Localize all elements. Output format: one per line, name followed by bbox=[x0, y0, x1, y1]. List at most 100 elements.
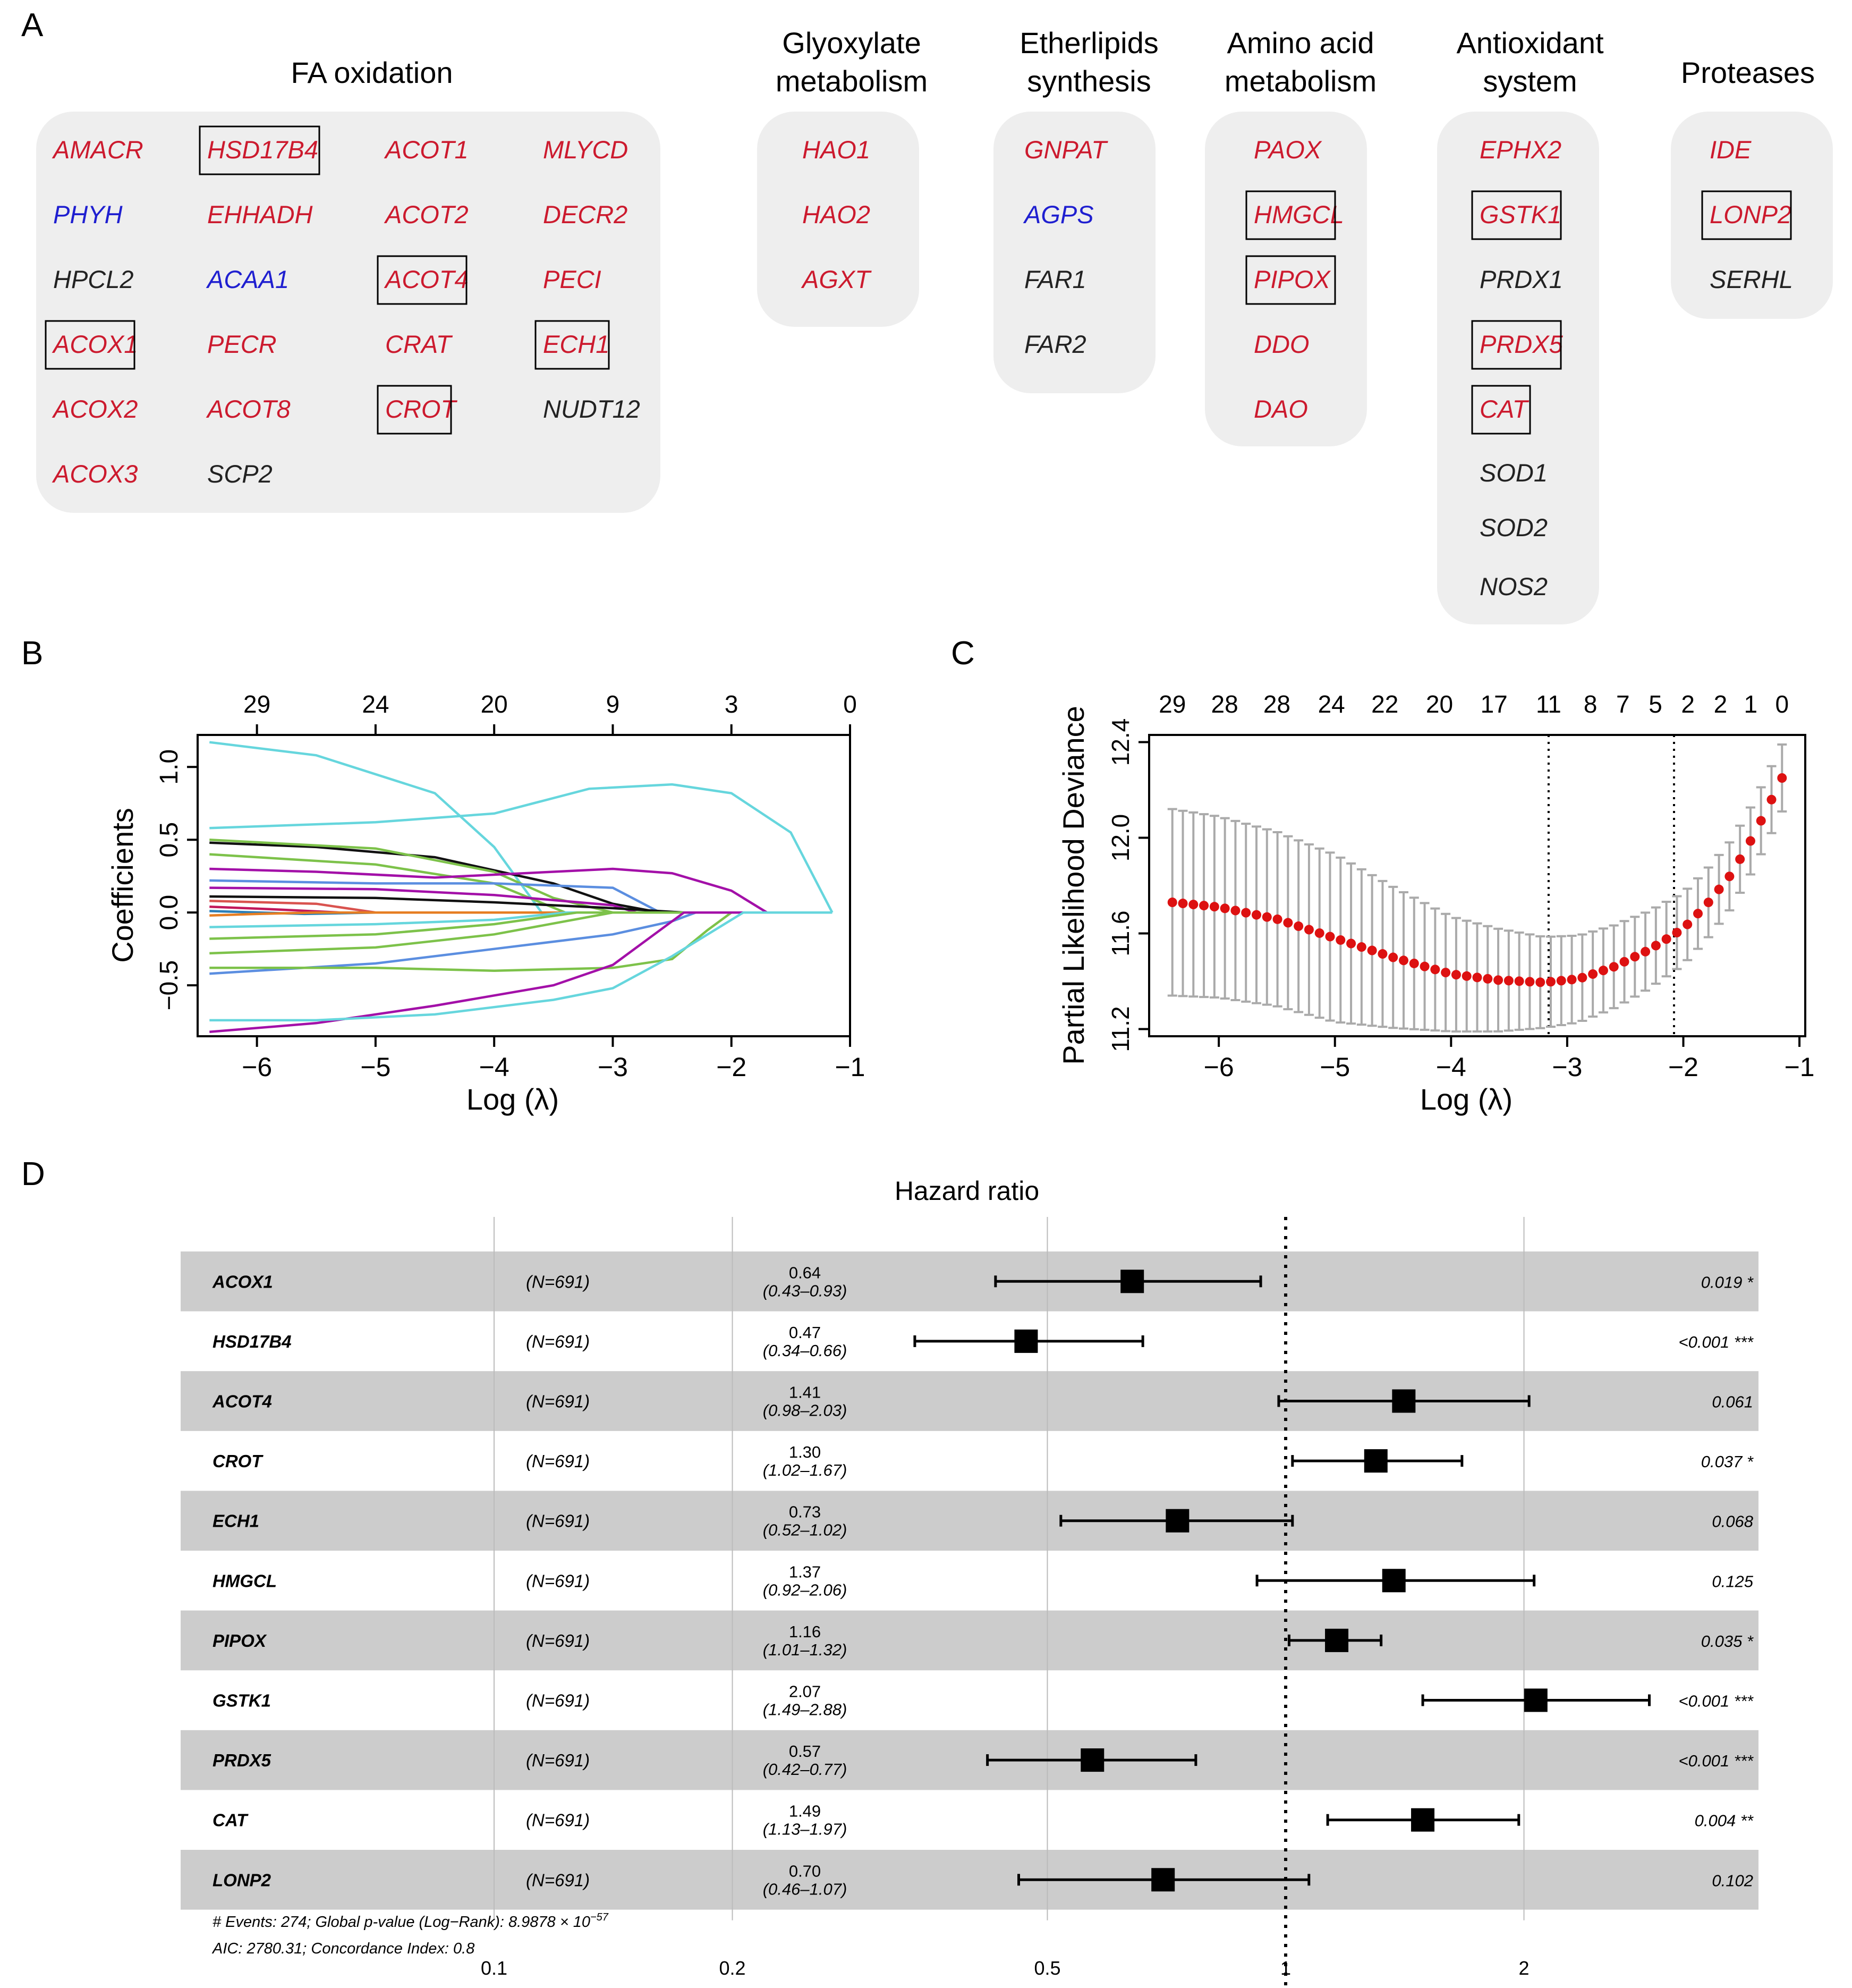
x-tick-label: −5 bbox=[360, 1052, 390, 1082]
deviance-point bbox=[1503, 976, 1514, 986]
forest-gene-label: ACOX1 bbox=[212, 1272, 273, 1291]
deviance-point bbox=[1356, 942, 1366, 952]
panel-letter-d: D bbox=[21, 1156, 45, 1192]
plot-b-ylabel: Coefficients bbox=[106, 808, 139, 963]
gene-highlight-box bbox=[377, 385, 452, 435]
forest-p-text: 0.068 bbox=[1712, 1512, 1753, 1531]
deviance-point bbox=[1672, 927, 1682, 937]
y-tick-label: 0.0 bbox=[155, 895, 183, 930]
gene-label: HSD17B4 bbox=[207, 136, 318, 164]
gene-label: CROT bbox=[385, 395, 457, 423]
panel-letter-b: B bbox=[21, 635, 43, 672]
forest-hr-marker bbox=[1524, 1688, 1548, 1712]
forest-p-text: 0.125 bbox=[1712, 1572, 1753, 1591]
deviance-point bbox=[1420, 961, 1430, 971]
gene-label: AMACR bbox=[52, 136, 143, 164]
gene-label: PRDX5 bbox=[1480, 330, 1564, 358]
deviance-point bbox=[1220, 903, 1230, 913]
deviance-point bbox=[1598, 966, 1608, 976]
top-tick-label: 11 bbox=[1536, 690, 1561, 718]
deviance-point bbox=[1703, 898, 1713, 908]
forest-gene-label: GSTK1 bbox=[213, 1691, 271, 1711]
forest-p-text: 0.035 * bbox=[1701, 1632, 1754, 1651]
deviance-point bbox=[1556, 976, 1566, 986]
gene-highlight-box bbox=[377, 255, 468, 305]
deviance-point bbox=[1314, 928, 1324, 938]
forest-n-label: (N=691) bbox=[526, 1811, 590, 1830]
gene-label: FAR1 bbox=[1024, 265, 1086, 293]
gene-label: SOD2 bbox=[1480, 513, 1548, 542]
deviance-point bbox=[1241, 908, 1251, 918]
gene-highlight-box bbox=[1471, 320, 1562, 370]
forest-hr-text: 1.30 bbox=[789, 1443, 821, 1461]
deviance-point bbox=[1199, 901, 1209, 911]
forest-hr-marker bbox=[1325, 1628, 1349, 1652]
forest-x-tick-label: 2 bbox=[1519, 1957, 1530, 1979]
top-tick-label: 24 bbox=[1318, 690, 1345, 718]
deviance-point bbox=[1493, 975, 1503, 985]
gene-label: GNPAT bbox=[1024, 136, 1108, 164]
gene-highlight-box bbox=[1471, 190, 1562, 240]
gene-highlight-box bbox=[1245, 255, 1336, 305]
deviance-point bbox=[1630, 952, 1640, 962]
forest-hr-marker bbox=[1411, 1808, 1435, 1832]
forest-gene-label: CROT bbox=[213, 1451, 264, 1471]
forest-ci-text: (0.52–1.02) bbox=[763, 1521, 847, 1539]
pathway-title: Etherlipids bbox=[1020, 26, 1158, 60]
gene-label: PECR bbox=[207, 330, 277, 358]
gene-label: HAO1 bbox=[802, 136, 870, 164]
deviance-point bbox=[1462, 971, 1472, 981]
top-tick-label: 20 bbox=[481, 690, 508, 718]
deviance-point bbox=[1766, 794, 1777, 805]
x-tick-label: −2 bbox=[716, 1052, 746, 1082]
gene-label: ACOT8 bbox=[206, 395, 291, 423]
forest-x-tick-label: 0.1 bbox=[481, 1957, 507, 1979]
gene-label: ACOX3 bbox=[52, 460, 138, 488]
forest-footnote-1-text: # Events: 274; Global p-value (Log−Rank)… bbox=[213, 1914, 590, 1931]
pathway-title: Amino acid bbox=[1227, 26, 1374, 60]
deviance-point bbox=[1683, 919, 1693, 929]
top-tick-label: 5 bbox=[1649, 690, 1662, 718]
deviance-point bbox=[1567, 975, 1577, 985]
gene-label: ACOX2 bbox=[52, 395, 138, 423]
top-tick-label: 29 bbox=[1159, 690, 1186, 718]
forest-footnote-2: AIC: 2780.31; Concordance Index: 0.8 bbox=[211, 1940, 474, 1957]
forest-hr-marker bbox=[1392, 1389, 1416, 1413]
forest-footnote-1: # Events: 274; Global p-value (Log−Rank)… bbox=[213, 1911, 609, 1931]
gene-label: MLYCD bbox=[543, 136, 628, 164]
gene-label: IDE bbox=[1710, 136, 1752, 164]
pathway-title: Proteases bbox=[1681, 56, 1815, 89]
plot-c-axes: −6 −5 −4 −3 −2 −111.211.612.012.429 28 28 24 22 20… bbox=[1107, 690, 1815, 1082]
forest-hr-marker bbox=[1014, 1329, 1038, 1353]
top-tick-label: 22 bbox=[1371, 690, 1398, 718]
plot-b-frame bbox=[197, 734, 851, 1037]
plot-b-axes: −6 −5 −4 −3 −2 −1 −0.5 0.0 0.5 1.0 29 24 20 9 3 0 bbox=[155, 690, 865, 1082]
x-tick-label: −3 bbox=[1552, 1052, 1582, 1082]
forest-ci-text: (1.49–2.88) bbox=[763, 1701, 847, 1719]
gene-label: AGXT bbox=[801, 265, 872, 293]
panel-a-pathways: FA oxidation AMACR PHYH HPCL2 ACOX1 ACOX2 ACOX… bbox=[36, 26, 1833, 624]
forest-ci-text: (0.92–2.06) bbox=[763, 1580, 847, 1599]
gene-label: FAR2 bbox=[1024, 330, 1086, 358]
gene-label: HMGCL bbox=[1254, 200, 1344, 229]
top-tick-label: 2 bbox=[1714, 690, 1728, 718]
gene-highlight-box bbox=[1701, 190, 1792, 240]
top-tick-label: 28 bbox=[1211, 690, 1238, 718]
coefficient-path bbox=[209, 911, 832, 1022]
deviance-point bbox=[1325, 932, 1335, 942]
gene-label: ACOX1 bbox=[52, 330, 138, 358]
top-tick-label: 0 bbox=[1775, 690, 1789, 718]
deviance-point bbox=[1430, 965, 1440, 975]
deviance-point bbox=[1577, 972, 1587, 983]
gene-highlight-box bbox=[1245, 190, 1336, 240]
deviance-point bbox=[1409, 958, 1419, 968]
deviance-point bbox=[1651, 941, 1661, 951]
deviance-point bbox=[1283, 918, 1293, 928]
forest-hr-text: 0.70 bbox=[789, 1862, 821, 1880]
y-tick-label: 12.0 bbox=[1107, 814, 1134, 862]
forest-p-text: <0.001 *** bbox=[1679, 1692, 1754, 1711]
deviance-point bbox=[1441, 968, 1451, 978]
deviance-point bbox=[1588, 969, 1598, 979]
top-tick-label: 8 bbox=[1584, 690, 1598, 718]
